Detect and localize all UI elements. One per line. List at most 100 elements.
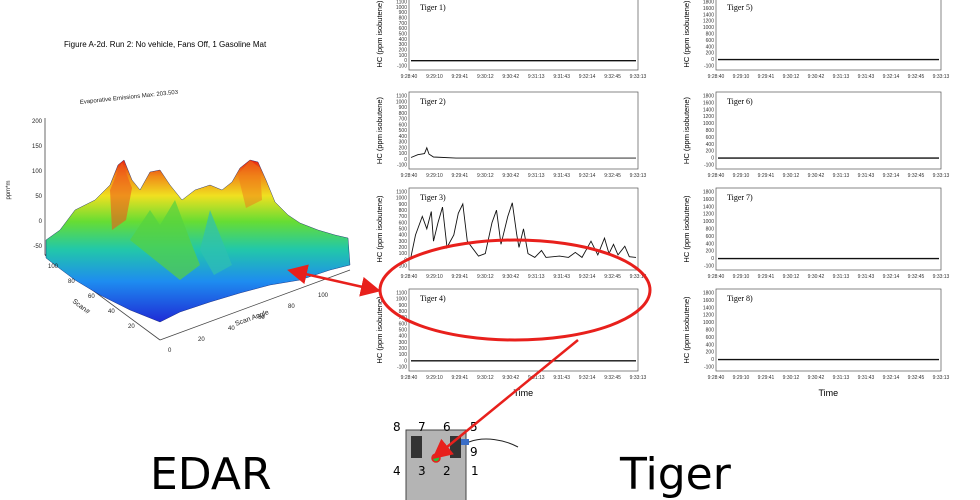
edar-z-ticks: 200 150 100 50 0 -50 <box>32 119 43 250</box>
tiger-y-tick: 600 <box>399 122 408 128</box>
node-label-8: 8 <box>393 420 401 434</box>
tiger-y-tick: 200 <box>706 350 715 356</box>
node-label-5: 5 <box>470 420 478 434</box>
tiger-x-tick: 9:33:13 <box>933 74 950 80</box>
tiger-x-tick: 9:32:45 <box>604 375 621 381</box>
tiger-y-tick: -100 <box>397 264 407 270</box>
node-label-4: 4 <box>393 464 401 478</box>
tiger-x-tick: 9:31:13 <box>833 375 850 381</box>
tiger-x-tick: 9:31:13 <box>528 74 545 80</box>
tiger-y-tick: -100 <box>397 64 407 70</box>
tiger-y-tick: 600 <box>399 321 408 327</box>
tiger-y-tick: 1800 <box>703 94 714 100</box>
sensor-connector <box>461 439 469 445</box>
tiger-y-tick: 1000 <box>396 5 407 11</box>
tiger-y-tick: 1800 <box>703 0 714 6</box>
tiger-y-tick: 400 <box>399 233 408 239</box>
tiger-y-tick: 1000 <box>703 320 714 326</box>
tiger-x-tick: 9:29:10 <box>733 375 750 381</box>
tiger-y-tick: 1600 <box>703 100 714 106</box>
tiger-x-tick: 9:29:10 <box>426 274 443 280</box>
tiger-y-tick: 1000 <box>703 219 714 225</box>
tiger-x-tick: 9:31:43 <box>858 274 875 280</box>
tiger-y-tick: 800 <box>706 328 715 334</box>
tiger-x-tick: 9:31:43 <box>553 375 570 381</box>
tiger-y-tick: 1400 <box>703 305 714 311</box>
tiger-y-tick: 700 <box>399 21 408 27</box>
tiger-x-tick: 9:32:14 <box>883 74 900 80</box>
edar-z-axis-label: ppm*m <box>6 180 12 199</box>
tiger-x-tick: 9:33:13 <box>933 274 950 280</box>
tiger-x-tick: 9:32:45 <box>908 375 925 381</box>
tiger-y-tick: 900 <box>399 10 408 16</box>
tiger-x-tick: 9:31:43 <box>858 173 875 179</box>
tiger-y-tick: 300 <box>399 340 408 346</box>
tiger-x-tick: 9:29:41 <box>758 274 775 280</box>
tiger-x-tick: 9:28:40 <box>401 274 418 280</box>
tiger-y-axis-label: HC (ppm isobutene) <box>682 0 691 68</box>
tiger-x-tick: 9:28:40 <box>708 173 725 179</box>
tiger-x-tick: 9:29:41 <box>452 274 469 280</box>
tiger-y-axis-label: HC (ppm isobutene) <box>375 296 384 364</box>
tiger-x-tick: 9:30:42 <box>808 74 825 80</box>
tiger-y-tick: -100 <box>397 365 407 371</box>
tiger-y-tick: 800 <box>706 32 715 38</box>
tiger-panel-title: Tiger 7) <box>727 193 753 202</box>
tiger-x-tick: 9:30:42 <box>502 173 519 179</box>
tiger-x-tick: 9:32:14 <box>579 74 596 80</box>
tiger-panel-frame <box>408 187 639 271</box>
tiger-x-tick: 9:30:12 <box>783 74 800 80</box>
tiger-x-tick: 9:31:13 <box>528 375 545 381</box>
tiger-y-tick: 1400 <box>703 12 714 18</box>
tiger-x-tick: 9:29:10 <box>733 274 750 280</box>
tiger-x-tick: 9:32:45 <box>908 74 925 80</box>
node-label-3: 3 <box>418 464 426 478</box>
tiger-y-axis-label: HC (ppm isobutene) <box>682 296 691 364</box>
tiger-x-tick: 9:30:42 <box>502 274 519 280</box>
tiger-y-tick: 500 <box>399 328 408 334</box>
sensor-block-right <box>450 436 461 458</box>
tiger-x-tick: 9:30:42 <box>808 375 825 381</box>
tiger-y-tick: 400 <box>399 134 408 140</box>
tiger-x-tick: 9:28:40 <box>401 74 418 80</box>
x-tick: 40 <box>228 326 235 332</box>
tiger-y-tick: 300 <box>399 42 408 48</box>
tiger-y-tick: 0 <box>404 58 407 64</box>
edar-caption: EDAR <box>150 449 272 500</box>
z-tick: 200 <box>32 119 43 125</box>
edar-surface <box>45 159 351 323</box>
tiger-y-tick: 300 <box>399 239 408 245</box>
tiger-panel-frame <box>715 0 942 71</box>
tiger-y-tick: 500 <box>399 32 408 38</box>
tiger-x-tick: 9:33:13 <box>630 375 647 381</box>
tiger-x-tick: 9:30:42 <box>808 274 825 280</box>
tiger-y-tick: -100 <box>397 163 407 169</box>
tiger-x-axis-label: Time <box>819 388 839 398</box>
tiger-y-tick: -100 <box>704 264 714 270</box>
tiger-y-tick: 900 <box>399 105 408 111</box>
tiger-y-tick: 1000 <box>396 99 407 105</box>
tiger-y-tick: 700 <box>399 214 408 220</box>
tiger-y-axis-label: HC (ppm isobutene) <box>375 96 384 164</box>
tiger-x-tick: 9:29:41 <box>758 74 775 80</box>
tiger-x-axis-label: Time <box>514 388 534 398</box>
tiger-y-tick: 600 <box>399 220 408 226</box>
x-tick: 60 <box>258 315 265 321</box>
tiger-x-tick: 9:32:14 <box>579 274 596 280</box>
tiger-y-tick: 1200 <box>703 313 714 319</box>
tiger-panel-title: Tiger 6) <box>727 97 753 106</box>
tiger-x-tick: 9:29:41 <box>452 173 469 179</box>
sensor-cable <box>468 438 519 448</box>
tiger-x-tick: 9:31:13 <box>833 74 850 80</box>
y-tick: 20 <box>128 324 135 330</box>
tiger-y-tick: 600 <box>706 335 715 341</box>
tiger-x-tick: 9:33:13 <box>630 173 647 179</box>
z-tick: 100 <box>32 169 43 175</box>
tiger-x-tick: 9:29:10 <box>733 173 750 179</box>
z-tick: 50 <box>35 194 42 200</box>
tiger-y-tick: 400 <box>399 334 408 340</box>
tiger-x-tick: 9:32:45 <box>908 274 925 280</box>
tiger-y-tick: 1200 <box>703 212 714 218</box>
tiger-y-tick: 0 <box>404 157 407 163</box>
